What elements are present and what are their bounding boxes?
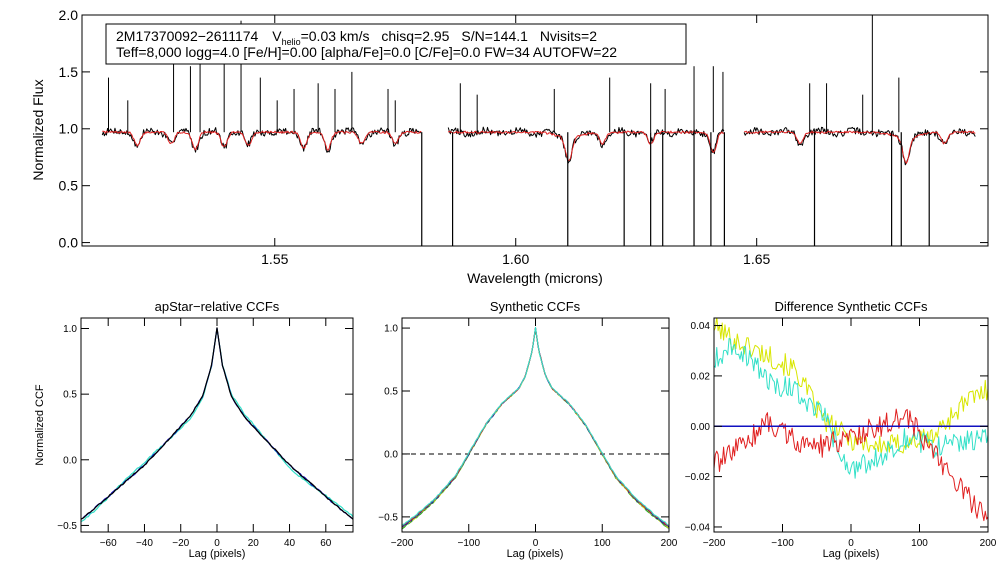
spectrum-xlabel: Wavelength (microns): [467, 270, 603, 286]
nvisits-value: Nvisits=2: [540, 28, 597, 44]
vhelio-value: =0.03 km/s: [301, 28, 370, 44]
synthetic-ccf-xtick-label: −200: [391, 538, 414, 549]
synthetic-ccf-line-5: [402, 326, 669, 527]
difference-ccf-ytick-label: −0.04: [685, 522, 711, 533]
difference-ccf-line-1: [714, 318, 988, 455]
apstar-ccf-ytick-label: 1.0: [63, 324, 77, 335]
synthetic-ccf-xtick-label: 100: [594, 538, 611, 549]
info-line-2: Teff=8,000 logg=4.0 [Fe/H]=0.00 [alpha/F…: [116, 44, 617, 60]
apstar-ccf-title: apStar−relative CCFs: [155, 299, 280, 314]
spectrum-ytick-label: 2.0: [59, 7, 79, 23]
difference-ccf-xlabel: Lag (pixels): [823, 548, 880, 560]
synthetic-ccf-xtick-label: −100: [457, 538, 480, 549]
spectrum-ylabel: Normalized Flux: [30, 79, 46, 180]
synthetic-ccf-xlabel: Lag (pixels): [507, 548, 564, 560]
synthetic-ccf-ytick-label: 0.0: [384, 449, 398, 460]
synthetic-ccf-xtick-label: 0: [533, 538, 539, 549]
synthetic-ccf-line-1: [402, 327, 669, 530]
synthetic-ccf-data: [402, 326, 669, 530]
apstar-ccf-xtick-label: 0: [214, 538, 220, 549]
spectrum-ticks: 1.55 1.60 1.65 0.0 0.5 1.0 1.5 2.0: [59, 7, 988, 267]
synthetic-ccf-frame: [401, 317, 670, 533]
difference-ccf-xtick-label: −200: [703, 538, 726, 549]
vhelio-symbol: V: [272, 28, 282, 44]
difference-ccf-line-3: [714, 408, 988, 522]
spectrum-ytick-label: 0.5: [59, 178, 79, 194]
apstar-ccf-panel: apStar−relative CCFs −60 −40 −20 0 20 40 60 −0.…: [34, 299, 354, 560]
synthetic-ccf-line-4: [402, 327, 669, 527]
difference-ccf-panel: Difference Synthetic CCFs −200 −100 0 100 20…: [685, 299, 997, 560]
vhelio-subscript: helio: [282, 37, 301, 47]
apstar-ccf-xtick-label: −20: [172, 538, 189, 549]
apstar-ccf-xtick-label: 40: [284, 538, 296, 549]
spectrum-xtick-label: 1.65: [743, 251, 770, 267]
model-spectrum-line: [102, 130, 422, 151]
difference-ccf-xtick-label: 100: [911, 538, 928, 549]
apstar-ccf-data: [81, 327, 353, 523]
info-box-frame: [105, 23, 687, 65]
apstar-ccf-line-3: [81, 327, 353, 520]
difference-ccf-ticks: −200 −100 0 100 200 −0.04 −0.02 0.00 0.02 0.04: [685, 318, 997, 549]
apstar-ccf-line-1: [81, 327, 353, 523]
difference-ccf-title: Difference Synthetic CCFs: [775, 299, 928, 314]
difference-ccf-ytick-label: 0.00: [691, 422, 711, 433]
difference-ccf-xtick-label: −100: [771, 538, 794, 549]
observed-spectrum-line: [447, 126, 725, 164]
spectrum-axes-frame: [81, 14, 989, 247]
model-spectrum-line: [447, 130, 725, 162]
synthetic-ccf-xtick-label: 200: [661, 538, 678, 549]
synthetic-ccf-ytick-label: −0.5: [378, 512, 398, 523]
star-id: 2M17370092−2611174: [116, 28, 259, 44]
apstar-ccf-ticks: −60 −40 −20 0 20 40 60 −0.5 0.0 0.5 1.0: [57, 318, 353, 549]
apstar-ccf-ylabel: Normalized CCF: [34, 384, 46, 466]
synthetic-ccf-ytick-label: 0.5: [384, 387, 398, 398]
difference-ccf-data: [714, 318, 988, 522]
spectrum-panel: 1.55 1.60 1.65 0.0 0.5 1.0 1.5 2.0 Wavelength (…: [30, 7, 989, 286]
synthetic-ccf-ticks: −200 −100 0 100 200 −0.5 0.0 0.5 1.0: [378, 318, 678, 549]
spectrum-ytick-label: 0.0: [59, 234, 79, 250]
apstar-ccf-xtick-label: 60: [320, 538, 332, 549]
snr-value: S/N=144.1: [461, 28, 528, 44]
spectrum-xtick-label: 1.60: [502, 251, 529, 267]
apstar-ccf-xlabel: Lag (pixels): [189, 548, 246, 560]
spectrum-ytick-label: 1.5: [59, 64, 79, 80]
synthetic-ccf-ytick-label: 1.0: [384, 324, 398, 335]
apstar-ccf-line-2: [81, 327, 353, 520]
spectrum-data: [101, 15, 976, 246]
chisq-value: chisq=2.95: [381, 28, 449, 44]
synthetic-ccf-line-2: [402, 328, 669, 529]
apstar-ccf-xtick-label: −60: [100, 538, 117, 549]
difference-ccf-xtick-label: 200: [980, 538, 997, 549]
apstar-ccf-ytick-label: 0.5: [63, 390, 77, 401]
synthetic-ccf-panel: Synthetic CCFs −200 −100 0 100 200 −0.5 0.0 0.5…: [378, 299, 678, 560]
synthetic-ccf-line-3: [402, 327, 669, 528]
model-spectrum-line: [744, 130, 976, 164]
info-box: 2M17370092−2611174 Vhelio=0.03 km/s chis…: [105, 23, 687, 65]
info-line-1: 2M17370092−2611174 Vhelio=0.03 km/s chis…: [116, 28, 597, 47]
apstar-ccf-xtick-label: −40: [136, 538, 153, 549]
difference-ccf-ytick-label: 0.02: [691, 371, 711, 382]
apstar-ccf-ytick-label: 0.0: [63, 455, 77, 466]
difference-ccf-ytick-label: 0.04: [691, 321, 711, 332]
spectrum-ytick-label: 1.0: [59, 121, 79, 137]
difference-ccf-line-2: [714, 337, 988, 479]
apstar-ccf-xtick-label: 20: [248, 538, 260, 549]
apstar-ccf-frame: [80, 317, 354, 533]
difference-ccf-ytick-label: −0.02: [685, 472, 711, 483]
synthetic-ccf-title: Synthetic CCFs: [490, 299, 581, 314]
apstar-ccf-ytick-label: −0.5: [57, 521, 77, 532]
spectrum-xtick-label: 1.55: [261, 251, 288, 267]
difference-ccf-xtick-label: 0: [848, 538, 854, 549]
